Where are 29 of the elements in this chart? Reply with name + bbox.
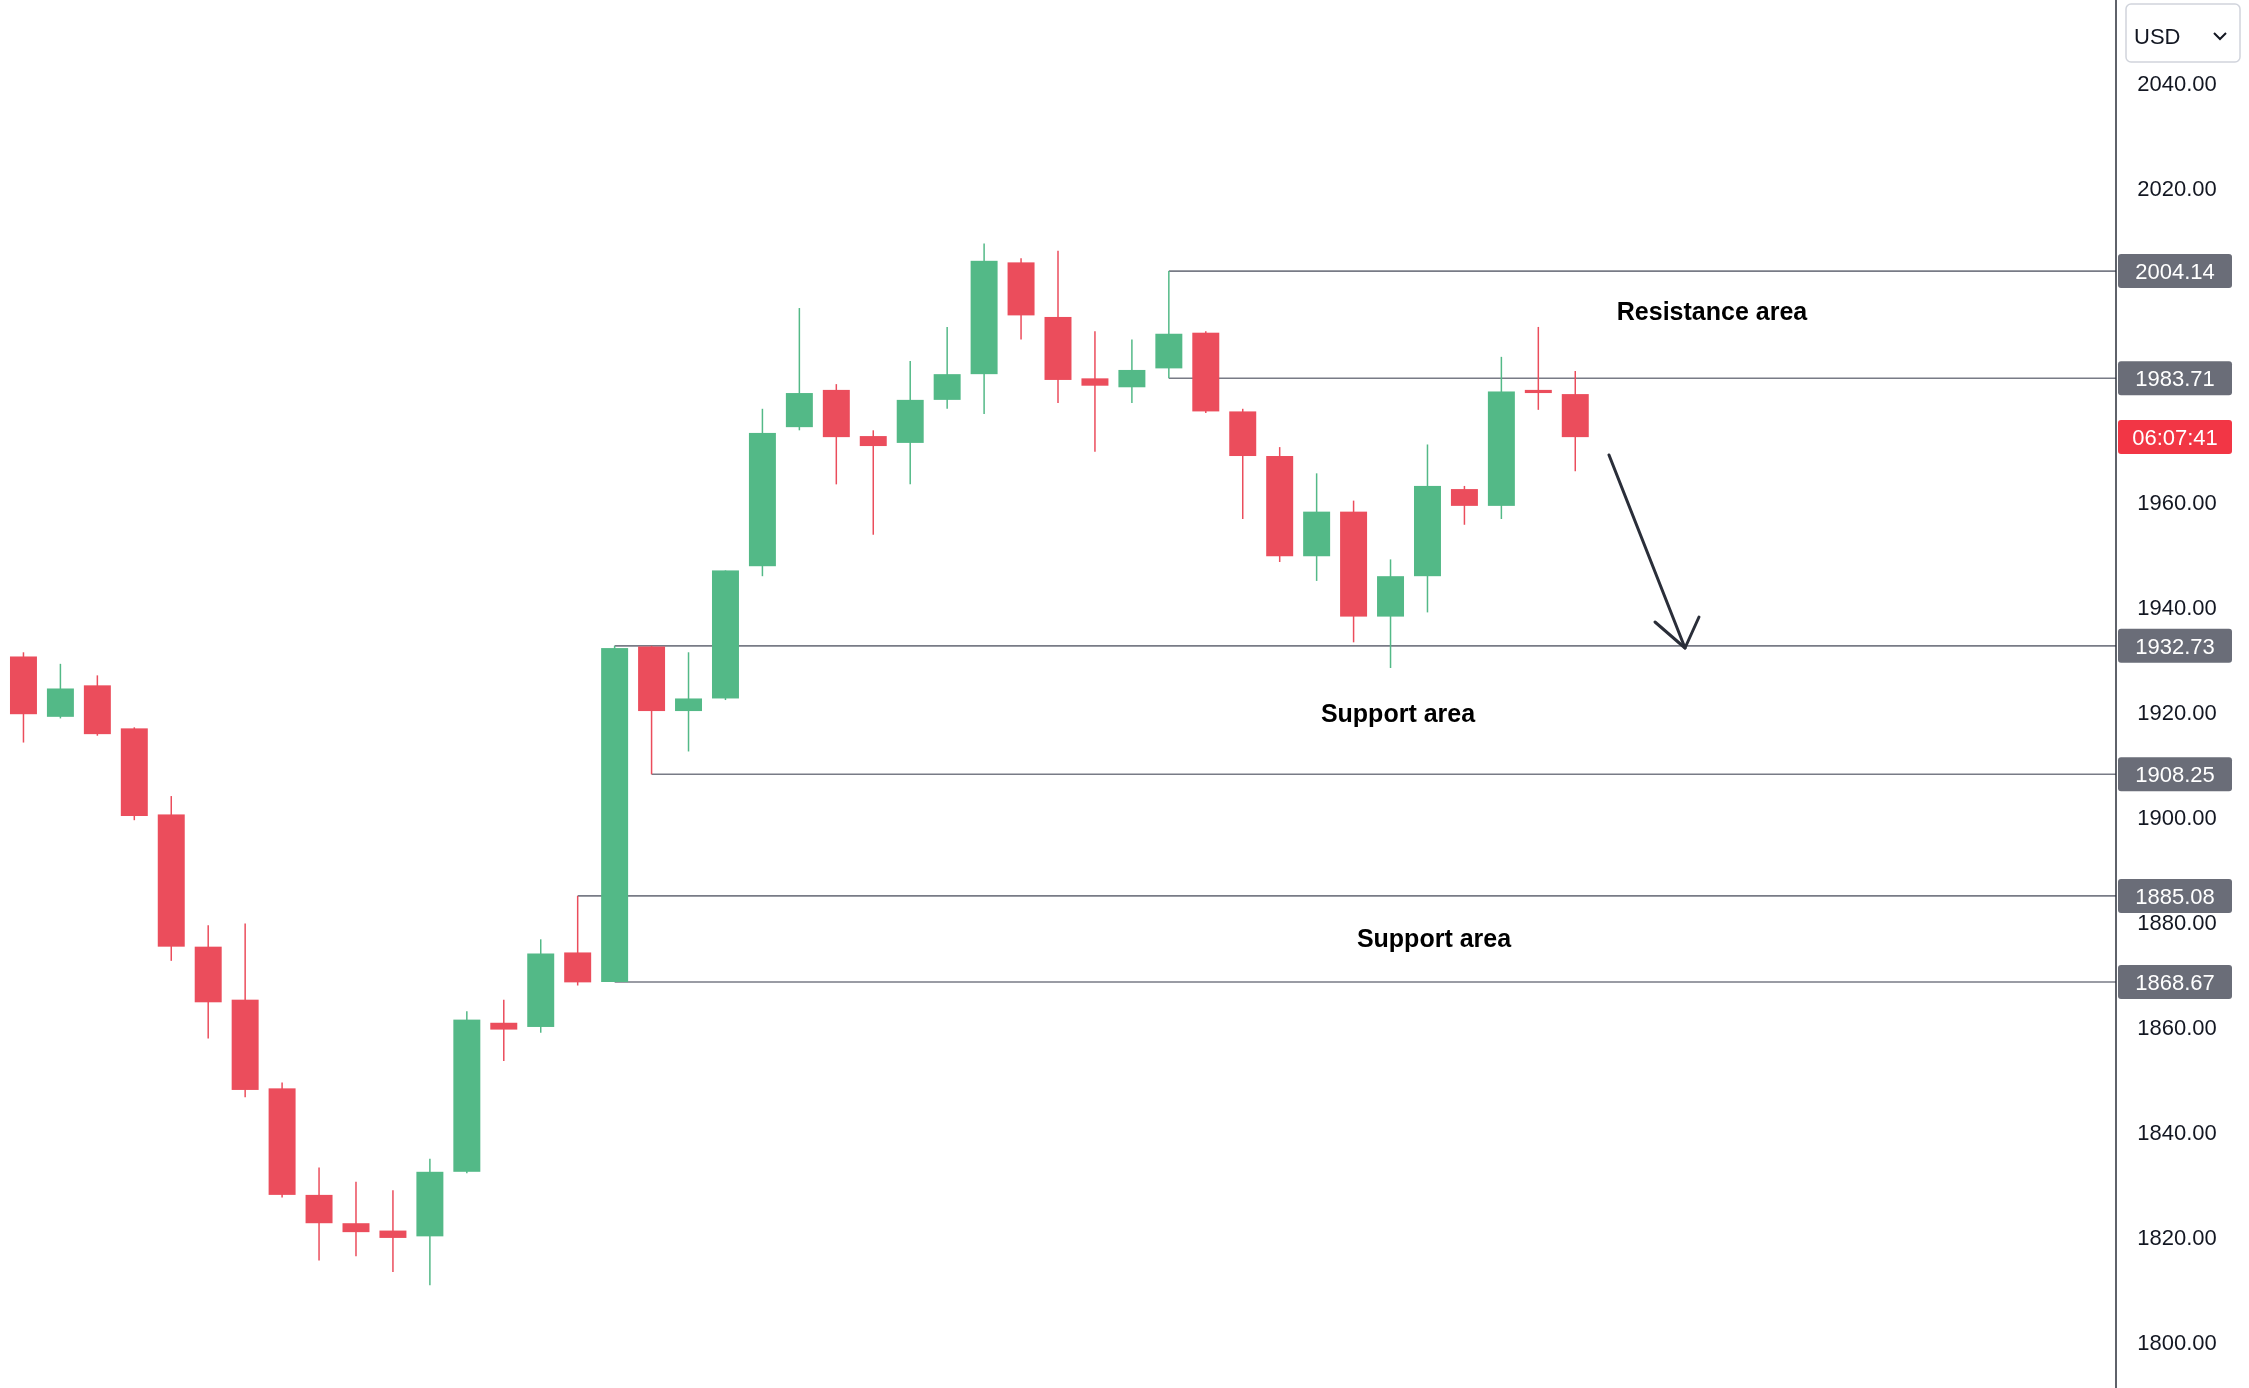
candlestick <box>379 1189 407 1273</box>
ref-line-label: 1983.71 <box>2135 366 2215 391</box>
annotation: Resistance area <box>1616 296 1809 325</box>
y-tick-label: 1920.00 <box>2137 700 2217 726</box>
annotation: Support area <box>1356 923 1513 952</box>
candlestick <box>1081 330 1109 453</box>
y-tick-label: 1820.00 <box>2137 1225 2217 1251</box>
y-tick-label: 1960.00 <box>2137 490 2217 516</box>
y-tick-label: 1940.00 <box>2137 595 2217 621</box>
candlestick <box>342 1181 370 1258</box>
candlestick <box>859 429 887 536</box>
text: USD <box>2134 23 2181 49</box>
y-tick-label: 1800.00 <box>2137 1330 2217 1356</box>
text: 06:07:41 <box>2132 424 2218 450</box>
candlestick <box>1524 326 1552 411</box>
y-tick-label: 2020.00 <box>2137 175 2217 201</box>
annotation: Support area <box>1320 698 1477 727</box>
y-tick-label: 2040.00 <box>2137 70 2217 96</box>
y-tick-label: 1840.00 <box>2137 1120 2217 1146</box>
y-tick-label: 1900.00 <box>2137 805 2217 831</box>
ref-line-label: 1868.67 <box>2135 969 2215 995</box>
ref-line-label: 1932.73 <box>2135 633 2215 659</box>
y-tick-label: 1880.00 <box>2137 910 2217 936</box>
ref-line-label: 2004.14 <box>2135 258 2215 284</box>
y-tick-label: 1860.00 <box>2137 1015 2217 1041</box>
ref-line-label: 1908.25 <box>2135 761 2215 787</box>
ref-line-label: 1885.08 <box>2135 883 2215 909</box>
candlestick <box>490 998 518 1062</box>
candlestick <box>675 651 703 753</box>
